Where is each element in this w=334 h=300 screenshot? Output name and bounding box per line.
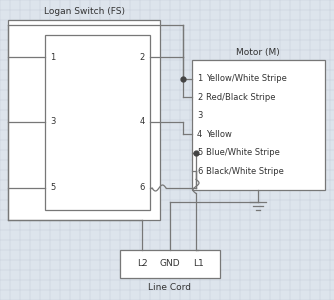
Text: L2: L2 <box>137 260 147 268</box>
Text: Yellow/White Stripe: Yellow/White Stripe <box>206 74 287 83</box>
Text: 1: 1 <box>197 74 202 83</box>
Text: 3: 3 <box>50 118 55 127</box>
Text: 1: 1 <box>50 52 55 62</box>
Text: 4: 4 <box>197 130 202 139</box>
Text: Logan Switch (FS): Logan Switch (FS) <box>43 8 125 16</box>
Bar <box>45 35 150 210</box>
Text: Line Cord: Line Cord <box>149 284 191 292</box>
Text: Blue/White Stripe: Blue/White Stripe <box>206 148 280 158</box>
Bar <box>192 60 325 190</box>
Text: Red/Black Stripe: Red/Black Stripe <box>206 93 276 102</box>
Text: Yellow: Yellow <box>206 130 232 139</box>
Text: 2: 2 <box>197 93 202 102</box>
Bar <box>120 250 220 278</box>
Text: Black/White Stripe: Black/White Stripe <box>206 167 284 176</box>
Text: 6: 6 <box>140 184 145 193</box>
Text: 2: 2 <box>140 52 145 62</box>
Text: 5: 5 <box>50 184 55 193</box>
Text: 6: 6 <box>197 167 202 176</box>
Text: 3: 3 <box>197 111 202 120</box>
Text: GND: GND <box>160 260 180 268</box>
Bar <box>8 20 160 220</box>
Text: 5: 5 <box>197 148 202 158</box>
Text: L1: L1 <box>193 260 203 268</box>
Text: Motor (M): Motor (M) <box>236 47 280 56</box>
Text: 4: 4 <box>140 118 145 127</box>
